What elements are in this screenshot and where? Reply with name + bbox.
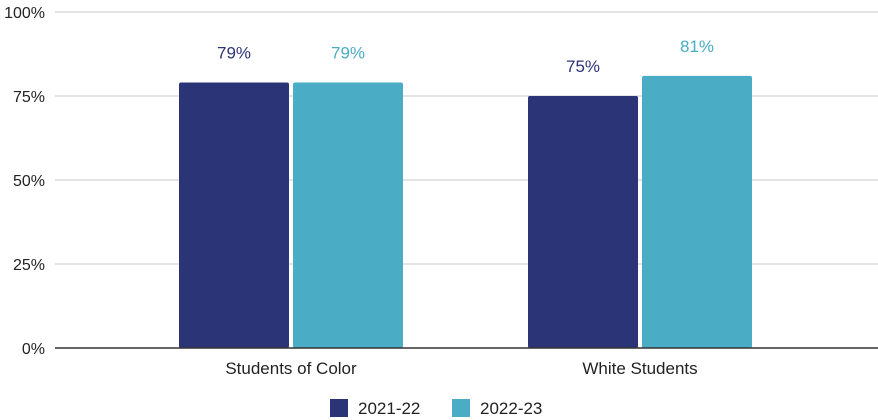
bar bbox=[528, 96, 638, 348]
bar bbox=[642, 75, 752, 348]
legend-swatch bbox=[330, 399, 348, 417]
y-tick-label: 100% bbox=[4, 5, 45, 22]
legend-swatch bbox=[452, 399, 470, 417]
data-label: 79% bbox=[217, 44, 251, 63]
gridlines bbox=[55, 11, 878, 265]
legend: 2021-22 2022-23 bbox=[330, 399, 542, 418]
data-labels: 79% 79% 75% 81% bbox=[217, 37, 714, 76]
y-tick-label: 25% bbox=[13, 257, 45, 274]
data-label: 79% bbox=[331, 44, 365, 63]
y-tick-label: 75% bbox=[13, 89, 45, 106]
x-axis-ticks: Students of Color White Students bbox=[225, 359, 697, 378]
data-label: 75% bbox=[566, 57, 600, 76]
bars bbox=[179, 75, 752, 348]
legend-label: 2021-22 bbox=[358, 399, 420, 418]
data-label: 81% bbox=[680, 37, 714, 56]
legend-label: 2022-23 bbox=[480, 399, 542, 418]
bar bbox=[293, 82, 403, 348]
y-axis-ticks: 0% 25% 50% 75% 100% bbox=[4, 5, 45, 358]
y-tick-label: 0% bbox=[22, 341, 45, 358]
x-tick-label: White Students bbox=[582, 359, 697, 378]
x-tick-label: Students of Color bbox=[225, 359, 357, 378]
y-tick-label: 50% bbox=[13, 173, 45, 190]
bar bbox=[179, 82, 289, 348]
